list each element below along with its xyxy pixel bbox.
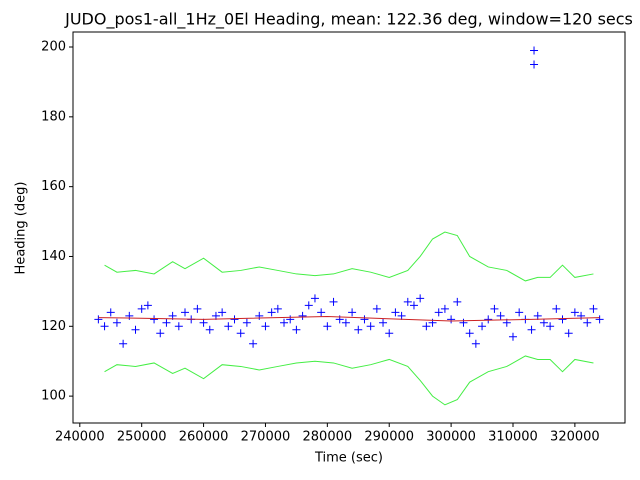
y-tick-label: 120 <box>41 319 66 334</box>
data-point <box>530 60 539 69</box>
y-tick-label: 160 <box>41 179 66 194</box>
data-point <box>379 318 388 327</box>
data-point <box>261 322 270 331</box>
data-point <box>354 325 363 334</box>
data-point <box>199 318 208 327</box>
data-point <box>360 315 369 324</box>
data-point <box>583 318 592 327</box>
line <box>104 355 594 406</box>
data-point <box>595 315 604 324</box>
data-point <box>484 315 493 324</box>
data-point <box>211 311 220 320</box>
data-point <box>422 322 431 331</box>
data-point <box>298 311 307 320</box>
data-point <box>119 339 128 348</box>
plot-frame <box>72 31 626 424</box>
data-point <box>546 322 555 331</box>
y-tick-label: 200 <box>41 40 66 55</box>
data-point <box>317 308 326 317</box>
y-tick-label: 100 <box>41 389 66 404</box>
data-point <box>589 304 598 313</box>
y-axis-label: Heading (deg) <box>14 182 29 275</box>
data-point <box>242 318 251 327</box>
data-point <box>292 325 301 334</box>
data-point <box>205 325 214 334</box>
data-point <box>434 308 443 317</box>
data-point <box>447 315 456 324</box>
line <box>104 231 594 282</box>
x-tick-label: 320000 <box>550 430 600 445</box>
data-point <box>224 322 233 331</box>
data-point <box>273 304 282 313</box>
data-point <box>106 308 115 317</box>
data-point <box>112 318 121 327</box>
data-point <box>515 308 524 317</box>
data-point <box>143 301 152 310</box>
data-point <box>131 325 140 334</box>
x-tick-label: 300000 <box>426 430 476 445</box>
x-tick-label: 310000 <box>488 430 538 445</box>
x-tick-label: 260000 <box>179 430 229 445</box>
data-point <box>286 315 295 324</box>
data-point <box>323 322 332 331</box>
y-tick-label: 140 <box>41 249 66 264</box>
data-point <box>249 339 258 348</box>
data-point <box>490 304 499 313</box>
data-point <box>530 46 539 55</box>
data-point <box>100 322 109 331</box>
data-point <box>478 322 487 331</box>
data-point <box>366 322 375 331</box>
data-point <box>162 318 171 327</box>
line <box>98 316 600 322</box>
data-point <box>570 308 579 317</box>
data-point <box>156 329 165 338</box>
data-point <box>230 315 239 324</box>
data-point <box>150 315 159 324</box>
x-axis-label: Time (sec) <box>314 451 383 466</box>
data-point <box>341 318 350 327</box>
x-tick-label: 280000 <box>303 430 353 445</box>
data-point <box>310 294 319 303</box>
data-point <box>409 301 418 310</box>
data-point <box>459 318 468 327</box>
data-point <box>193 304 202 313</box>
data-point <box>267 308 276 317</box>
data-point <box>453 297 462 306</box>
data-point <box>304 301 313 310</box>
data-point <box>564 329 573 338</box>
y-tick-label: 180 <box>41 109 66 124</box>
data-point <box>280 318 289 327</box>
data-point <box>236 329 245 338</box>
data-point <box>385 329 394 338</box>
data-point <box>496 311 505 320</box>
x-tick-label: 240000 <box>55 430 105 445</box>
chart-title: JUDO_pos1-all_1Hz_0El Heading, mean: 122… <box>64 10 633 30</box>
x-tick-label: 270000 <box>241 430 291 445</box>
data-point <box>471 339 480 348</box>
data-point <box>137 304 146 313</box>
data-point <box>440 304 449 313</box>
data-point <box>552 304 561 313</box>
data-point <box>558 315 567 324</box>
data-point <box>174 322 183 331</box>
data-point <box>372 304 381 313</box>
data-point <box>329 297 338 306</box>
x-tick-label: 290000 <box>364 430 414 445</box>
data-point <box>181 308 190 317</box>
data-point <box>391 308 400 317</box>
data-point <box>416 294 425 303</box>
data-point <box>527 325 536 334</box>
data-point <box>539 318 548 327</box>
data-point <box>218 308 227 317</box>
data-point <box>94 315 103 324</box>
x-tick-label: 250000 <box>117 430 167 445</box>
data-point <box>533 311 542 320</box>
data-point <box>508 332 517 341</box>
data-point <box>403 297 412 306</box>
data-point <box>348 308 357 317</box>
data-point <box>397 311 406 320</box>
data-point <box>465 329 474 338</box>
